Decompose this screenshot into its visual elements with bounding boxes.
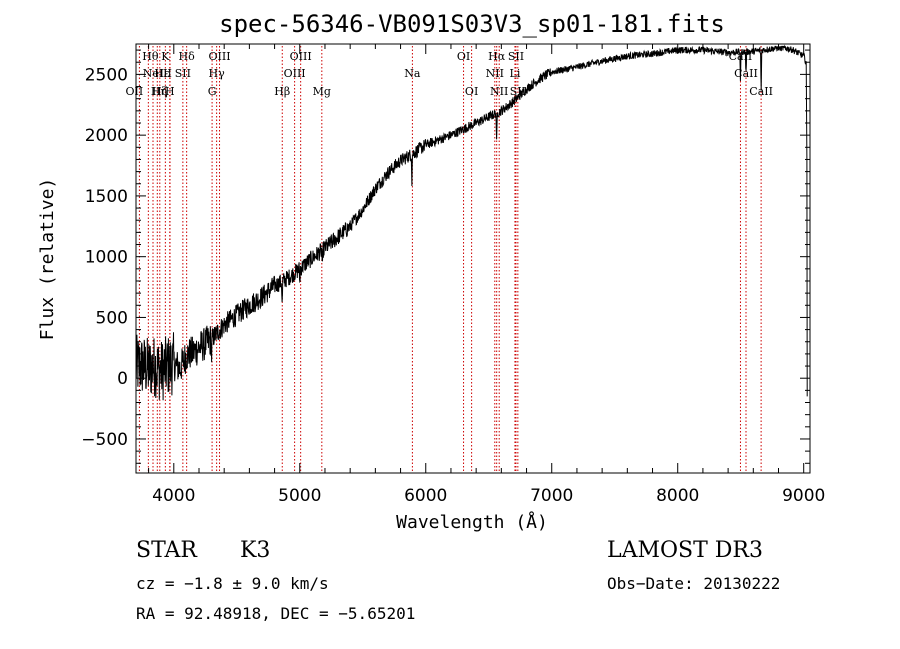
spectral-line-label: Hα — [488, 50, 506, 63]
spectral-line-label: K — [161, 50, 170, 63]
object-subclass: K3 — [240, 538, 271, 563]
spectral-line-label: OI — [465, 85, 478, 98]
spectral-line-label: Hδ — [179, 50, 196, 63]
y-tick-label: 1000 — [85, 248, 128, 268]
y-tick-label: 1500 — [85, 187, 128, 207]
y-tick-label: −500 — [81, 430, 128, 450]
spectral-line-label: Mg — [313, 85, 331, 98]
spectral-line-label: NII — [486, 67, 504, 80]
x-tick-label: 7000 — [530, 486, 573, 506]
spectral-line-label: OIII — [284, 67, 306, 80]
spectral-line-label: Hθ — [142, 50, 159, 63]
spectral-line-label: OII — [126, 85, 144, 98]
spectral-line-label: CaII — [749, 85, 773, 98]
spectral-line-label: OIII — [290, 50, 312, 63]
survey-name: LAMOST DR3 — [607, 538, 763, 563]
spectral-line-label: Li — [510, 67, 521, 80]
spectral-line-label: Hη — [151, 85, 167, 98]
plot-frame — [135, 43, 811, 474]
redshift-velocity: cz = −1.8 ± 9.0 km/s — [136, 574, 329, 593]
y-tick-label: 0 — [117, 369, 128, 389]
y-tick-label: 2000 — [85, 126, 128, 146]
y-tick-label: 2500 — [85, 65, 128, 85]
spectral-line-label: SII — [175, 67, 191, 80]
x-axis-label: Wavelength (Å) — [396, 511, 548, 533]
spectral-line-label: Hζ — [152, 85, 168, 98]
spectral-line-label: H — [165, 85, 175, 98]
observation-date: Obs−Date: 20130222 — [607, 574, 781, 593]
spectral-line-label: G — [208, 85, 217, 98]
x-tick-label: 9000 — [782, 486, 825, 506]
object-class: STAR — [136, 538, 197, 563]
x-tick-label: 6000 — [404, 486, 447, 506]
spectral-line-label: NeIII — [143, 67, 172, 80]
chart-title: spec-56346-VB091S03V3_sp01-181.fits — [219, 10, 725, 38]
x-tick-label: 4000 — [152, 486, 195, 506]
spectral-line-markers — [138, 46, 762, 472]
coordinates: RA = 92.48918, DEC = −5.65201 — [136, 604, 416, 623]
spectral-line-label: Hγ — [209, 67, 226, 80]
spectral-line-label: NII — [490, 85, 508, 98]
spectral-line-label: OI — [457, 50, 470, 63]
y-axis: −500 0 500 1000 1500 2000 2500 — [81, 49, 810, 464]
x-tick-label: 8000 — [656, 486, 699, 506]
y-axis-label: Flux (relative) — [37, 178, 58, 341]
x-tick-label: 5000 — [278, 486, 321, 506]
spectrum-line — [135, 44, 808, 401]
y-tick-label: 500 — [96, 308, 128, 328]
spectral-line-label: Hβ — [274, 85, 290, 98]
spectral-line-label: OIII — [208, 50, 230, 63]
spectral-line-labels: OII Hθ Hη NeIII Hζ K H Hε SII Hδ G Hγ OIII Hβ OIII OIII… — [126, 50, 773, 98]
x-axis: 4000 5000 6000 7000 8000 9000 — [148, 44, 825, 506]
spectral-line-label: SII — [508, 50, 524, 63]
spectral-line-label: Na — [404, 67, 421, 80]
spectral-line-label: Hε — [154, 67, 170, 80]
